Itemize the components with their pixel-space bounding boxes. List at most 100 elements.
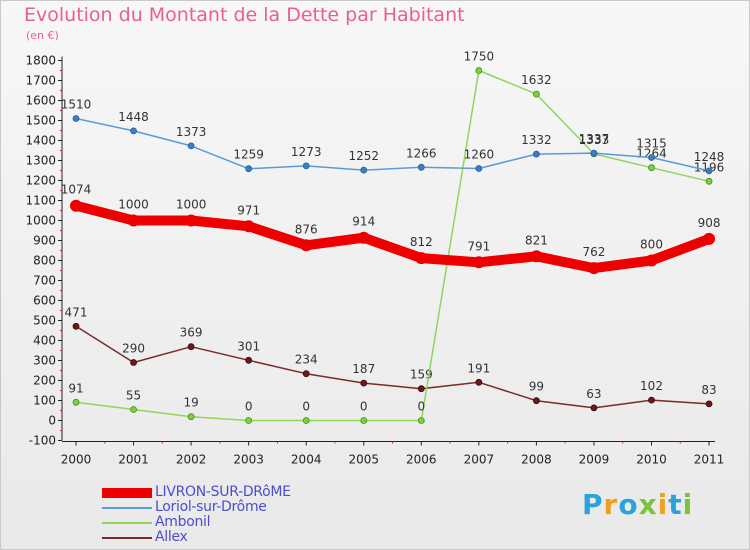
legend-label: Ambonil xyxy=(155,514,211,530)
data-point xyxy=(645,254,658,267)
data-label: 1510 xyxy=(61,98,92,112)
data-point xyxy=(360,417,368,424)
x-tick-label: 2005 xyxy=(348,453,379,467)
x-tick-label: 2003 xyxy=(233,453,264,467)
series-3: 471 290 369 301 234 187 159 191 99 63 102 83 xyxy=(65,305,717,412)
data-point xyxy=(475,378,483,386)
data-point xyxy=(72,322,80,330)
data-point xyxy=(590,149,598,157)
x-tick-label: 2010 xyxy=(636,453,667,467)
logo-letter: o xyxy=(618,488,639,521)
legend-swatch xyxy=(102,537,152,539)
data-label: 1074 xyxy=(61,183,92,197)
data-point xyxy=(245,356,253,364)
data-point xyxy=(245,165,253,173)
data-point xyxy=(127,214,140,227)
y-tick-label: 300 xyxy=(33,354,56,368)
data-label: 1259 xyxy=(233,148,264,162)
data-label: 290 xyxy=(122,342,145,356)
data-point xyxy=(185,214,198,227)
data-point xyxy=(302,417,310,424)
legend-swatch xyxy=(102,507,152,509)
data-label: 1448 xyxy=(118,110,149,124)
data-point xyxy=(360,379,368,387)
y-tick-label: 200 xyxy=(33,374,56,388)
data-label: 821 xyxy=(525,233,548,247)
data-label: 1248 xyxy=(694,150,725,164)
data-label: 83 xyxy=(701,383,716,397)
series-1: 1510 1448 1373 1259 1273 1252 1266 1260 1332 1337… xyxy=(61,98,725,175)
data-label: 1273 xyxy=(291,145,322,159)
data-point xyxy=(590,404,598,412)
data-point xyxy=(417,163,425,171)
data-label: 914 xyxy=(352,215,375,229)
data-point xyxy=(302,162,310,170)
data-label: 0 xyxy=(245,400,253,414)
chart-title: Evolution du Montant de la Dette par Hab… xyxy=(24,4,465,26)
data-point xyxy=(533,90,540,98)
data-point xyxy=(242,220,255,233)
data-label: 971 xyxy=(237,203,260,217)
data-label: 159 xyxy=(410,368,433,382)
data-point xyxy=(417,385,425,393)
data-label: 800 xyxy=(640,238,663,252)
data-label: 1000 xyxy=(118,198,149,212)
proxiti-logo: Proxiti xyxy=(582,488,693,521)
y-tick-label: 1400 xyxy=(25,134,56,148)
y-tick-label: -100 xyxy=(29,434,56,448)
x-tick-label: 2001 xyxy=(118,453,149,467)
data-label: 19 xyxy=(183,396,198,410)
series-line xyxy=(75,117,710,172)
data-point xyxy=(705,177,713,185)
series-line xyxy=(71,200,715,274)
chart-unit-label: (en €) xyxy=(26,29,59,42)
x-tick-label: 2006 xyxy=(406,453,437,467)
data-point xyxy=(415,252,428,265)
logo-letter: P xyxy=(582,488,604,521)
data-label: 102 xyxy=(640,379,663,393)
logo-letter: t xyxy=(668,488,683,521)
y-tick-label: 100 xyxy=(33,394,56,408)
data-point xyxy=(648,164,655,172)
data-label: 91 xyxy=(68,381,83,395)
data-label: 99 xyxy=(529,380,544,394)
data-label: 812 xyxy=(410,235,433,249)
y-tick-label: 1500 xyxy=(25,114,56,128)
data-label: 1252 xyxy=(348,149,379,163)
series-line xyxy=(75,325,710,409)
logo-letter: i xyxy=(657,488,669,521)
data-label: 187 xyxy=(352,362,375,376)
x-tick-label: 2008 xyxy=(521,453,552,467)
series-0: 1074 1000 1000 971 876 914 812 791 821 762 800 908 xyxy=(61,183,721,275)
data-point xyxy=(533,150,540,158)
data-label: 369 xyxy=(180,326,203,340)
data-label: 471 xyxy=(65,305,88,319)
data-point xyxy=(130,406,137,413)
x-tick-label: 2002 xyxy=(176,453,207,467)
y-tick-label: 1300 xyxy=(25,154,56,168)
data-point xyxy=(357,231,370,244)
data-label: 301 xyxy=(237,339,260,353)
data-label: 0 xyxy=(360,400,368,414)
data-point xyxy=(472,256,485,269)
data-point xyxy=(703,232,716,245)
y-tick-label: 700 xyxy=(33,274,56,288)
data-point xyxy=(187,142,195,150)
data-label: 191 xyxy=(467,361,490,375)
data-label: 1333 xyxy=(579,133,610,147)
legend-label: LIVRON-SUR-DRôME xyxy=(155,484,291,500)
series-line xyxy=(75,69,710,422)
data-label: 0 xyxy=(302,400,310,414)
data-label: 1266 xyxy=(406,146,437,160)
x-tick-label: 2004 xyxy=(291,453,322,467)
data-point xyxy=(475,67,483,74)
y-tick-label: 400 xyxy=(33,334,56,348)
logo-letter: x xyxy=(638,488,658,521)
data-point xyxy=(302,370,310,378)
y-tick-label: 1000 xyxy=(25,214,56,228)
y-tick-label: 1600 xyxy=(25,94,56,108)
y-tick-label: 800 xyxy=(33,254,56,268)
legend-swatch xyxy=(102,488,152,498)
data-label: 1000 xyxy=(176,198,207,212)
